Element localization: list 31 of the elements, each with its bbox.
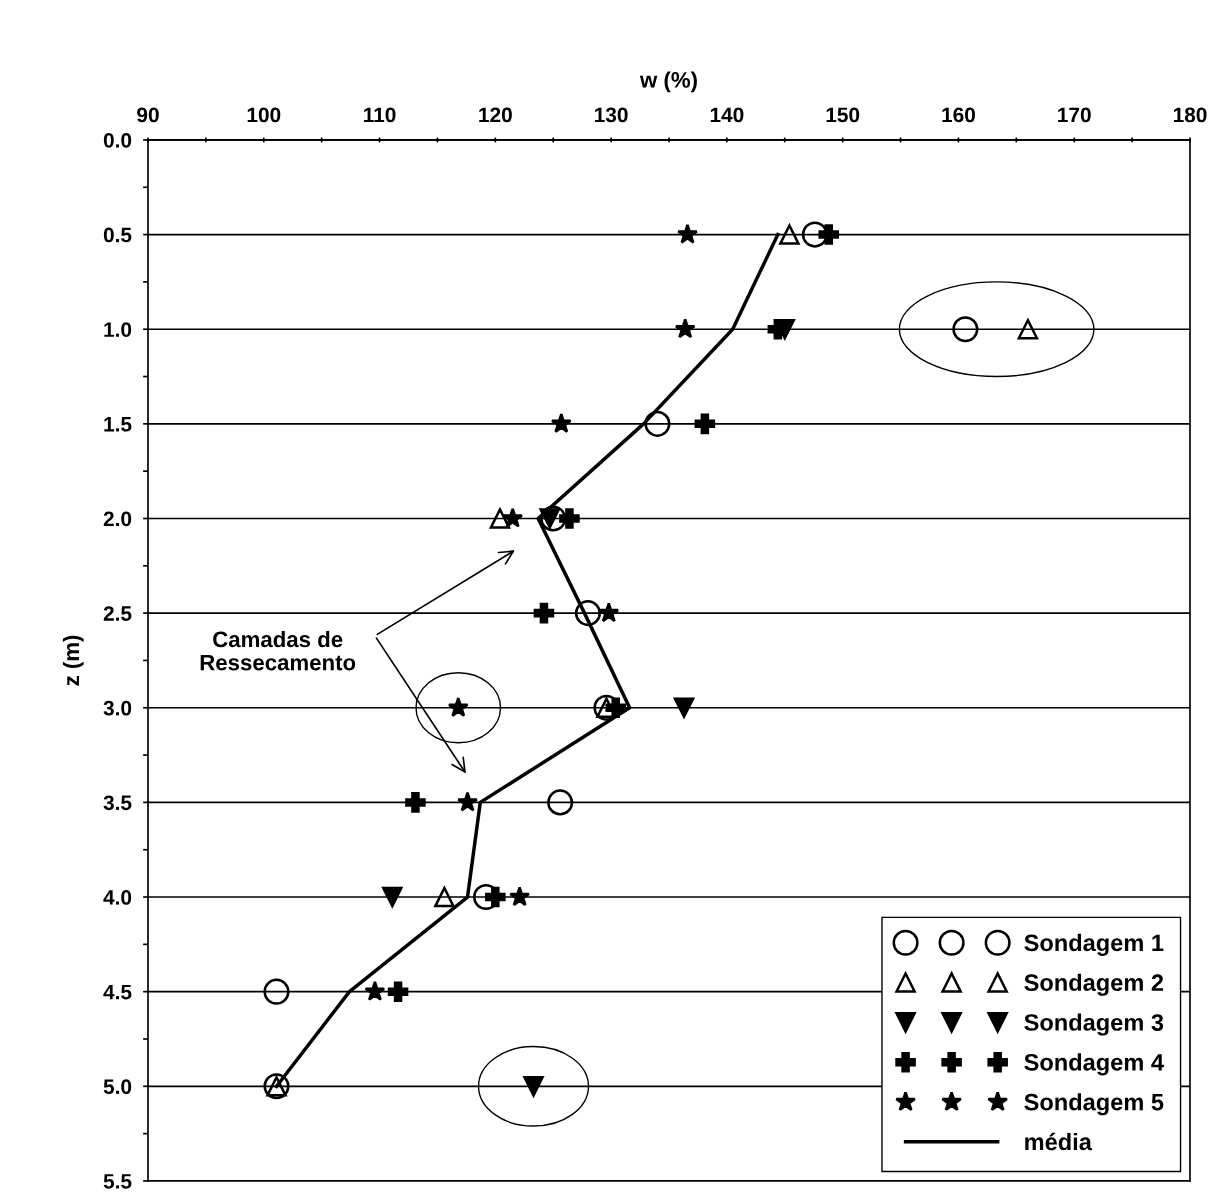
- annotation: Camadas de Ressecamento: [200, 630, 356, 671]
- legend-label: Sondagem 2: [1024, 973, 1164, 996]
- y-tick-label: 2.5: [103, 606, 132, 621]
- y-axis-title: z (m): [62, 635, 84, 686]
- y-tick-label: 5.5: [103, 1174, 132, 1189]
- x-tick-label: 130: [595, 107, 628, 123]
- x-tick-label: 160: [942, 107, 975, 123]
- y-tick-label: 5.0: [103, 1079, 132, 1095]
- x-axis-title: w (%): [639, 71, 697, 93]
- y-tick-label: 0.5: [103, 227, 132, 243]
- legend-label: Sondagem 3: [1024, 1013, 1164, 1036]
- x-tick-label: 180: [1173, 107, 1207, 123]
- y-tick-label: 1.0: [104, 322, 132, 337]
- x-tick-label: 140: [710, 107, 744, 123]
- y-tick-label: 3.5: [103, 795, 132, 811]
- y-tick-label: 0.0: [103, 132, 132, 148]
- legend-label: média: [1025, 1132, 1093, 1151]
- y-tick-label: 4.0: [103, 890, 132, 905]
- x-tick-label: 100: [247, 107, 281, 123]
- x-tick-label: 170: [1058, 107, 1091, 123]
- legend-label: Sondagem 1: [1024, 933, 1164, 956]
- y-tick-label: 2.0: [103, 511, 132, 527]
- legend-label: Sondagem 4: [1024, 1053, 1164, 1076]
- legend-label: Sondagem 5: [1024, 1093, 1164, 1116]
- x-tick-label: 120: [479, 107, 512, 123]
- x-tick-label: 110: [364, 107, 396, 123]
- y-tick-label: 1.5: [104, 417, 132, 432]
- y-tick-label: 4.5: [103, 984, 132, 1000]
- x-tick-label: 90: [137, 107, 159, 123]
- y-tick-label: 3.0: [103, 700, 132, 716]
- x-tick-label: 150: [826, 107, 860, 123]
